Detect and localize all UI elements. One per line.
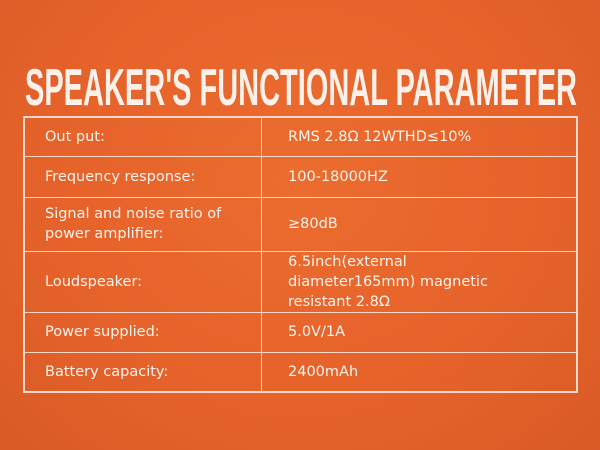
row-value: 6.5inch(external diameter165mm) magnetic… (261, 250, 578, 313)
row-value: RMS 2.8Ω 12WTHD≤10% (261, 116, 578, 157)
parameter-table: Out put: RMS 2.8Ω 12WTHD≤10% Frequency re… (23, 116, 578, 393)
table-row: Out put: RMS 2.8Ω 12WTHD≤10% (23, 116, 578, 157)
row-value: 5.0V/1A (261, 311, 578, 353)
table-row: Frequency response: 100-18000HZ (23, 155, 578, 198)
page-title: SPEAKER'S FUNCTIONAL PARAMETER (25, 58, 577, 108)
table-row: Power supplied: 5.0V/1A (23, 311, 578, 353)
table-row: Signal and noise ratio of power amplifie… (23, 196, 578, 252)
table-row: Battery capacity: 2400mAh (23, 351, 578, 393)
title-graphic: SPEAKER'S FUNCTIONAL PARAMETER (25, 59, 577, 108)
row-value: 2400mAh (261, 351, 578, 393)
row-label: Loudspeaker: (23, 250, 262, 313)
row-value: 100-18000HZ (261, 155, 578, 198)
title-text: SPEAKER'S FUNCTIONAL PARAMETER (25, 59, 577, 108)
row-label: Out put: (23, 116, 262, 157)
row-label: Battery capacity: (23, 351, 262, 393)
table-row: Loudspeaker: 6.5inch(external diameter165… (23, 250, 578, 313)
row-label: Power supplied: (23, 311, 262, 353)
row-label: Frequency response: (23, 155, 262, 198)
row-label: Signal and noise ratio of power amplifie… (23, 196, 262, 252)
row-value: ≥80dB (261, 196, 578, 252)
